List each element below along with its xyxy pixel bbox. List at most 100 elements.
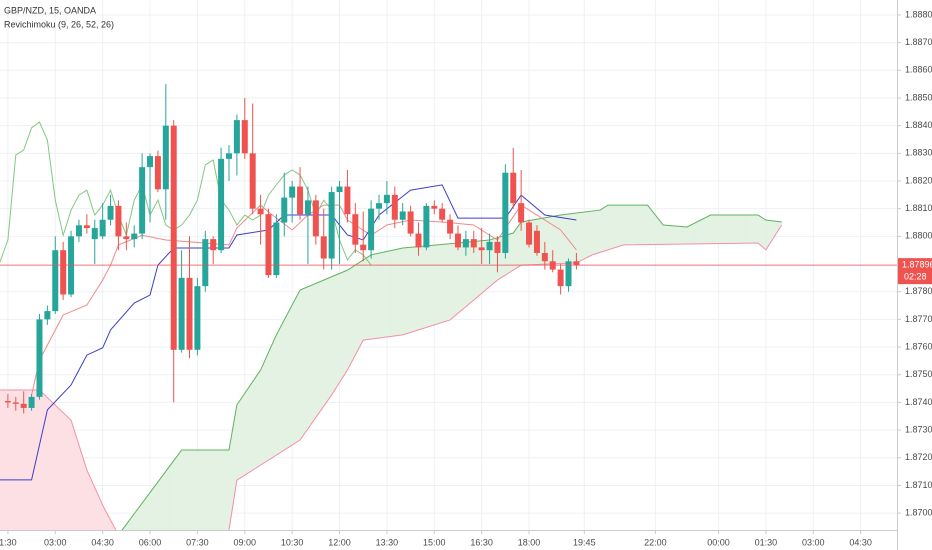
candle-body <box>518 203 525 223</box>
cloud-fill <box>248 380 253 474</box>
cloud-fill <box>714 214 719 244</box>
cloud-fill <box>445 243 451 322</box>
cloud-fill <box>260 361 265 466</box>
cloud-fill <box>331 274 336 396</box>
cloud-fill <box>674 225 680 245</box>
cloud-fill <box>702 216 707 245</box>
cloud-fill <box>319 279 324 413</box>
candle-body <box>28 396 35 408</box>
candle-body <box>526 222 533 245</box>
x-tick-label: 01:30 <box>755 537 778 547</box>
cloud-fill <box>516 221 522 269</box>
bar-countdown: 02:28 <box>904 272 927 282</box>
y-tick-label: 1.88500 <box>905 92 932 102</box>
candle-body <box>83 225 90 229</box>
cloud-fill <box>410 246 415 333</box>
x-tick-label: 19:45 <box>573 537 596 547</box>
candle-body <box>312 200 319 237</box>
y-tick-label: 1.88200 <box>905 175 932 185</box>
candle-body <box>431 205 438 209</box>
y-tick-label: 1.88800 <box>905 9 932 19</box>
cloud-fill <box>224 449 230 530</box>
cloud-fill <box>572 212 577 264</box>
candle-body <box>289 186 296 198</box>
cloud-fill <box>449 243 455 321</box>
indicator-line <box>31 204 577 396</box>
candle-body <box>454 233 461 248</box>
cloud-fill <box>757 214 763 248</box>
candle-body <box>439 208 446 220</box>
cloud-fill <box>599 207 605 253</box>
cloud-fill <box>619 204 625 247</box>
cloud-fill <box>607 204 613 251</box>
cloud-fill <box>414 246 419 332</box>
cloud-fill <box>366 254 372 340</box>
candle-body <box>462 239 469 248</box>
candle-body <box>147 156 154 168</box>
cloud-fill <box>568 213 573 264</box>
cloud-fill <box>11 389 17 530</box>
cloud-fill <box>718 214 723 244</box>
cloud-fill <box>686 224 692 245</box>
candle-body <box>60 250 67 295</box>
cloud-fill <box>552 215 557 265</box>
cloud-fill <box>611 204 617 250</box>
cloud-fill <box>580 211 585 262</box>
cloud-fill <box>39 389 44 530</box>
cloud-fill <box>453 242 459 318</box>
candle-body <box>20 403 27 408</box>
cloud-fill <box>7 389 13 530</box>
candle-body <box>36 319 43 397</box>
candle-body <box>360 244 367 251</box>
cloud-fill <box>327 276 332 402</box>
cloud-fill <box>220 449 226 530</box>
x-tick-label: 00:00 <box>707 537 730 547</box>
candle-body <box>178 277 185 350</box>
cloud-fill <box>311 283 317 424</box>
candle-body <box>273 222 280 276</box>
cloud-fill <box>643 204 648 245</box>
y-tick-label: 1.87400 <box>905 397 932 407</box>
cloud-fill <box>603 204 609 252</box>
cloud-fill <box>651 209 656 245</box>
cloud-fill <box>402 247 407 336</box>
cloud-fill <box>268 343 273 461</box>
y-tick-label: 1.87700 <box>905 314 932 324</box>
candle-body <box>328 192 335 259</box>
cloud-fill <box>461 241 467 311</box>
cloud-fill <box>382 251 388 338</box>
candle-body <box>573 261 580 266</box>
candle-body <box>52 250 59 312</box>
cloud-fill <box>276 327 281 456</box>
x-tick-label: 10:30 <box>281 537 304 547</box>
cloud-fill <box>35 389 40 530</box>
candle-body <box>107 205 114 220</box>
x-tick-label: 07:30 <box>186 537 209 547</box>
candle-body <box>91 228 98 240</box>
candle-body <box>447 219 454 234</box>
cloud-fill <box>82 457 88 530</box>
y-tick-label: 1.88600 <box>905 65 932 75</box>
y-tick-label: 1.87300 <box>905 424 932 434</box>
cloud-fill <box>426 245 431 328</box>
cloud-fill <box>374 252 380 339</box>
cloud-fill <box>512 226 518 271</box>
cloud-fill <box>635 204 640 246</box>
y-tick-label: 1.88700 <box>905 37 932 47</box>
x-tick-label: 15:00 <box>423 537 446 547</box>
cloud-fill <box>706 214 711 244</box>
cloud-fill <box>347 267 352 371</box>
last-price-label: 1.87896 <box>902 260 932 270</box>
cloud-fill <box>753 214 759 244</box>
y-tick-label: 1.88400 <box>905 120 932 130</box>
cloud-fill <box>19 389 24 530</box>
candle-body <box>415 233 422 248</box>
candle-body <box>352 214 359 245</box>
chart-title: GBP/NZD, 15, OANDA <box>4 5 96 15</box>
candle-body <box>281 197 288 223</box>
cloud-fill <box>710 214 715 244</box>
cloud-fill <box>74 432 80 530</box>
y-tick-label: 1.87200 <box>905 452 932 462</box>
candle-body <box>139 167 146 234</box>
